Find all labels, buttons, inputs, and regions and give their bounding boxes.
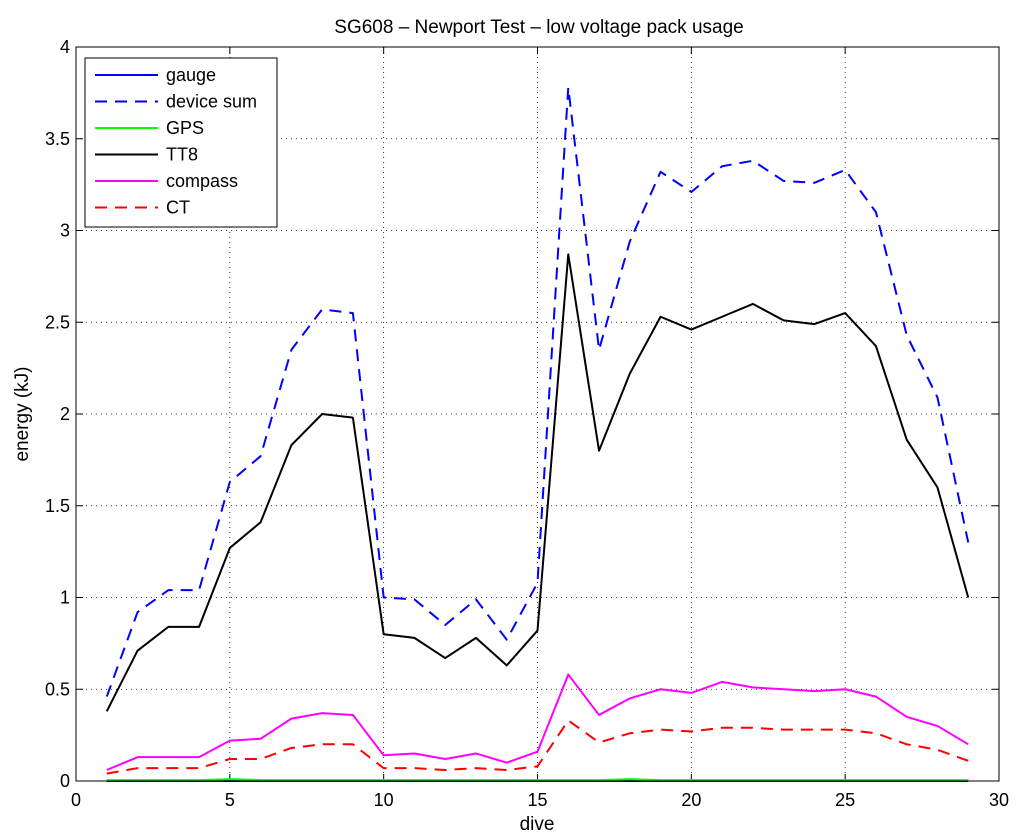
y-axis-label: energy (kJ)	[12, 366, 33, 461]
x-tick-label: 20	[681, 790, 701, 810]
x-tick-label: 5	[225, 790, 235, 810]
legend-label: compass	[166, 171, 238, 191]
chart-title: SG608 – Newport Test – low voltage pack …	[334, 17, 743, 38]
y-tick-label: 0	[60, 771, 70, 791]
legend-label: TT8	[166, 145, 198, 165]
series-line-ct	[106, 719, 969, 775]
x-tick-label: 0	[71, 790, 81, 810]
legend-label: device sum	[166, 92, 257, 112]
y-tick-label: 1.5	[45, 496, 70, 516]
y-tick-label: 1	[60, 588, 70, 608]
x-tick-label: 15	[527, 790, 547, 810]
series-line-tt8	[105, 253, 970, 712]
axis-ticks: 0 5 10 15 20 25 30 0 0.5 1 1.5 2 2.5 3 3.5 4	[45, 37, 1009, 810]
legend-box	[84, 57, 278, 228]
series-line-compass	[106, 673, 969, 771]
y-tick-label: 4	[60, 37, 70, 57]
y-tick-label: 2.5	[45, 312, 70, 332]
y-tick-label: 2	[60, 404, 70, 424]
x-tick-label: 30	[989, 790, 1009, 810]
legend-label: CT	[166, 198, 190, 218]
plot-area-frame	[75, 46, 1000, 782]
legend-label: gauge	[166, 65, 216, 85]
y-tick-label: 3	[60, 221, 70, 241]
y-tick-label: 0.5	[45, 679, 70, 699]
series-line-gps	[106, 778, 969, 782]
x-tick-label: 25	[835, 790, 855, 810]
legend-label: GPS	[166, 118, 204, 138]
y-tick-label: 3.5	[45, 129, 70, 149]
x-axis-label: dive	[520, 814, 555, 835]
x-tick-label: 10	[374, 790, 394, 810]
series-lines	[105, 86, 970, 782]
legend: gauge device sum GPS TT8 compass CT	[84, 57, 278, 228]
